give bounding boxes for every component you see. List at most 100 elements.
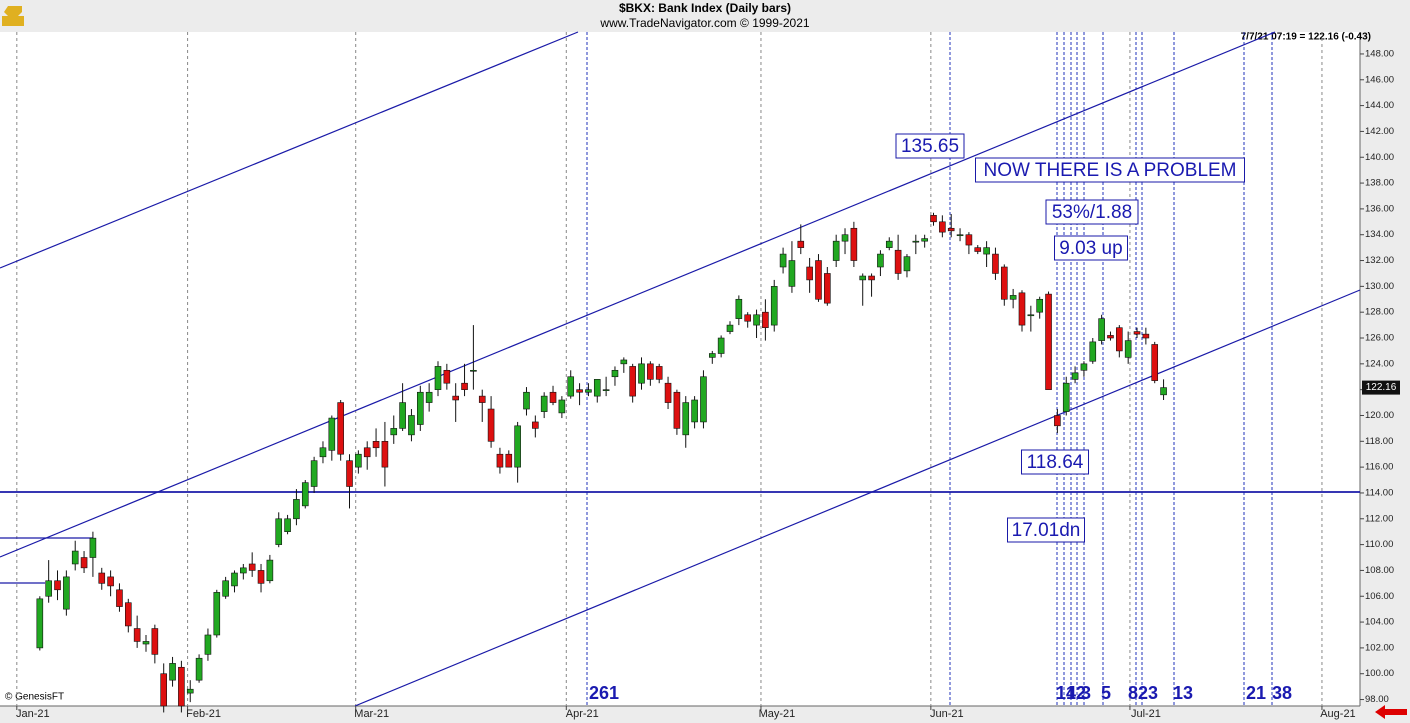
y-tick-label: 128.00 — [1365, 307, 1394, 318]
candle-body — [903, 256, 911, 272]
candle-body — [505, 453, 513, 468]
candle-body — [567, 376, 575, 397]
candle-body — [195, 657, 203, 681]
cycle-count: 5 — [1101, 683, 1111, 703]
candle-body — [930, 215, 937, 223]
candle-body — [602, 389, 610, 391]
candle-body — [691, 399, 698, 423]
candle-body — [859, 275, 867, 281]
candle-body — [832, 240, 840, 261]
candle-body — [231, 572, 238, 587]
candle-body — [682, 402, 690, 436]
cycle-count: 23 — [1138, 683, 1158, 703]
candle-body — [770, 286, 778, 326]
candle-body — [204, 634, 212, 655]
y-tick-label: 120.00 — [1365, 410, 1394, 421]
candle-body — [248, 563, 256, 571]
candle-body — [363, 447, 371, 458]
annotation-box — [1054, 235, 1128, 261]
candle-body — [992, 253, 999, 274]
candle-body — [1151, 344, 1159, 381]
y-tick-label: 148.00 — [1365, 48, 1394, 59]
candle-body — [151, 628, 159, 655]
candle-body — [1071, 372, 1079, 380]
annotation: 53%/1.88 — [1052, 202, 1132, 223]
candle-body — [744, 314, 751, 322]
candle-body — [912, 240, 920, 243]
candle-body — [399, 402, 406, 429]
candle-body — [284, 518, 291, 532]
candle-body — [98, 572, 106, 584]
y-tick-label: 102.00 — [1365, 642, 1394, 653]
y-axis-panel — [1360, 0, 1410, 723]
y-tick-label: 136.00 — [1365, 203, 1394, 214]
candle-body — [664, 382, 672, 403]
candle-body — [452, 395, 459, 401]
candle-body — [841, 234, 849, 242]
annotation-box — [1007, 517, 1085, 543]
candle-body — [523, 391, 530, 410]
candle-body — [815, 260, 822, 300]
candle-body — [1036, 298, 1043, 313]
candle-body — [1080, 363, 1088, 371]
candle-body — [301, 482, 309, 507]
last-price-label: 122.16 — [1366, 382, 1397, 393]
candle-body — [178, 666, 185, 707]
candle-body — [877, 253, 884, 268]
candle-body — [416, 391, 424, 425]
candle-body — [735, 298, 743, 319]
y-tick-label: 108.00 — [1365, 565, 1394, 576]
candle-body — [894, 249, 902, 274]
y-tick-label: 104.00 — [1365, 617, 1394, 628]
logo — [2, 6, 24, 26]
candle-body — [540, 395, 548, 412]
x-tick-label: May-21 — [759, 708, 796, 720]
candle-body — [549, 391, 557, 403]
candle-body — [45, 580, 52, 597]
candle-body — [788, 260, 796, 287]
candle-body — [1116, 327, 1123, 352]
candle-body — [80, 557, 88, 569]
candle-body — [885, 240, 893, 248]
candle-body — [726, 324, 734, 332]
y-tick-label: 126.00 — [1365, 333, 1394, 344]
annotation-box — [975, 157, 1245, 183]
y-tick-label: 134.00 — [1365, 229, 1394, 240]
candle-body — [673, 391, 681, 429]
candle-body — [425, 391, 433, 403]
chart-subtitle: www.TradeNavigator.com © 1999-2021 — [599, 16, 809, 30]
candle-body — [947, 227, 955, 232]
annotation: 17.01dn — [1012, 520, 1081, 541]
quote: 7/7/21 07:19 = 122.16 (-0.43) — [1241, 32, 1371, 43]
y-tick-label: 124.00 — [1365, 358, 1394, 369]
channel-line — [0, 31, 1276, 558]
candle-body — [1098, 318, 1105, 341]
annotation-box — [895, 133, 965, 159]
candle-body — [753, 314, 760, 326]
y-tick-label: 146.00 — [1365, 74, 1394, 85]
candle-body — [797, 240, 805, 248]
candle-body — [1142, 333, 1150, 339]
scroll-arrow[interactable] — [1375, 705, 1407, 719]
candle-body — [408, 415, 415, 436]
y-tick-label: 106.00 — [1365, 591, 1394, 602]
candle-body — [1062, 382, 1070, 412]
candle-body — [611, 369, 619, 378]
x-tick-label: Jan-21 — [16, 708, 50, 720]
candle-body — [54, 580, 61, 591]
candle-body — [939, 221, 946, 233]
y-tick-label: 116.00 — [1365, 462, 1393, 473]
candle-body — [337, 402, 344, 455]
candle-body — [1089, 341, 1097, 362]
candle-body — [655, 366, 663, 380]
y-tick-label: 140.00 — [1365, 152, 1394, 163]
candle-body — [983, 247, 990, 255]
candle-body — [585, 389, 592, 393]
candle-body — [89, 537, 97, 558]
candle-body — [629, 366, 636, 397]
cycle-count: 261 — [589, 683, 619, 703]
annotation: NOW THERE IS A PROBLEM — [983, 160, 1236, 181]
candle-body — [213, 592, 221, 636]
candle-body — [328, 417, 336, 451]
